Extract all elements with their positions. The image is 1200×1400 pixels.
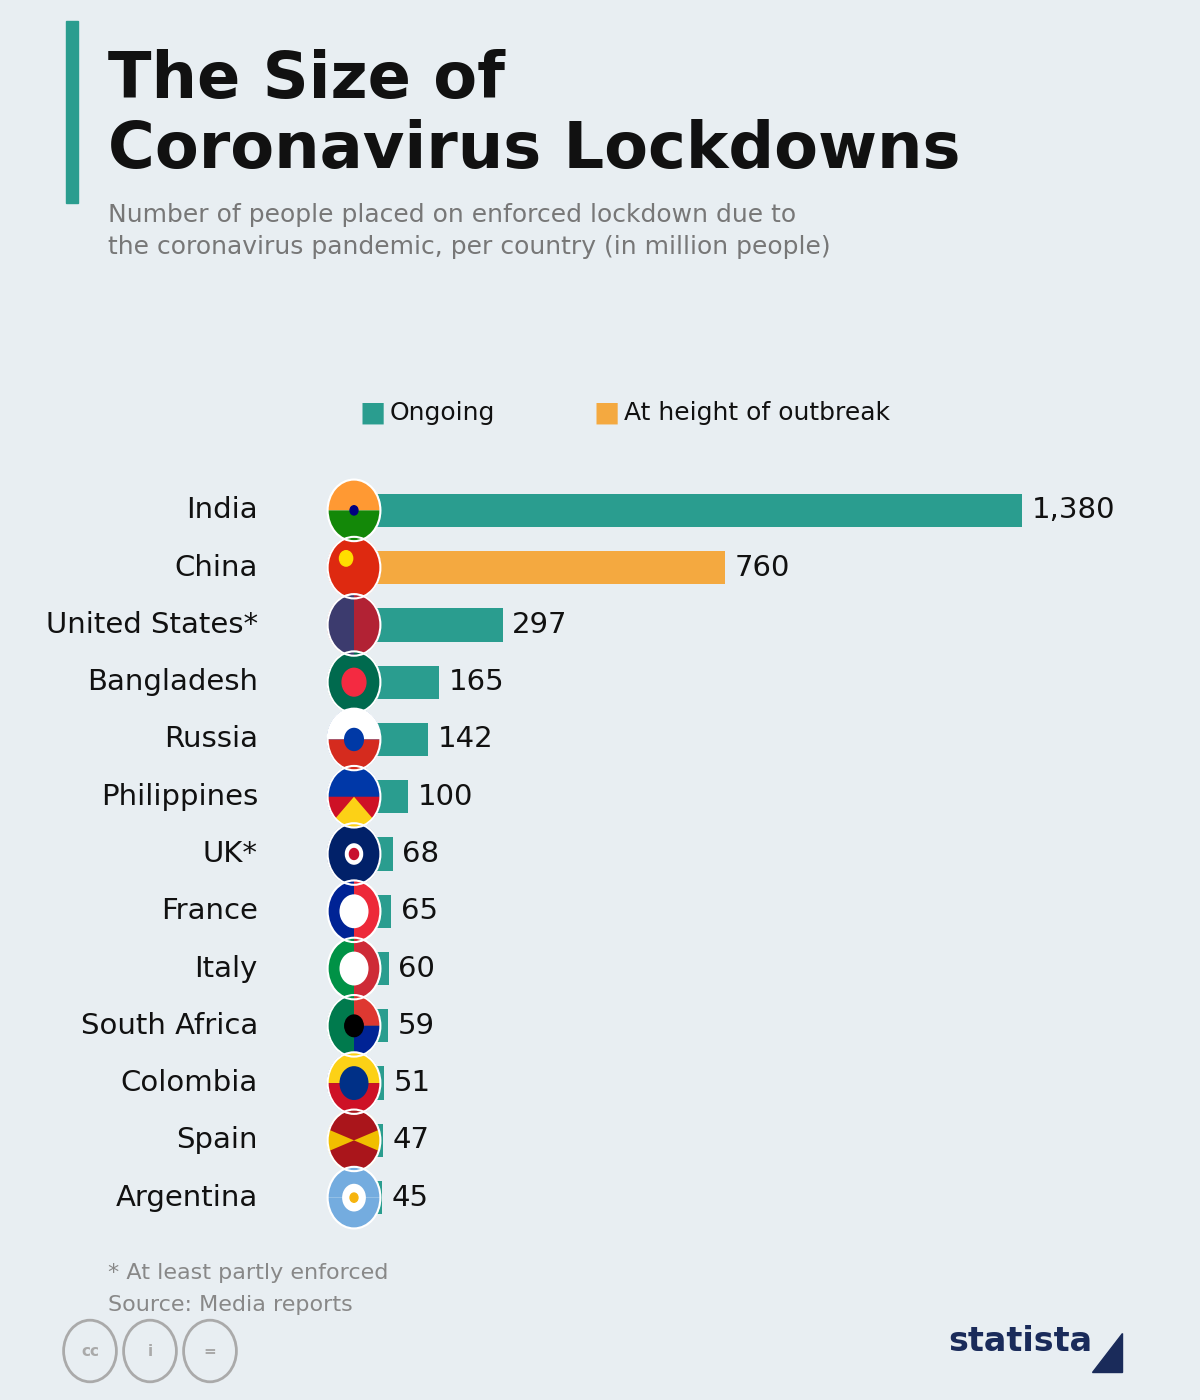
Text: statista: statista (948, 1324, 1092, 1358)
Text: 1,380: 1,380 (1032, 497, 1116, 525)
Text: Source: Media reports: Source: Media reports (108, 1295, 353, 1315)
Text: Ongoing: Ongoing (390, 400, 496, 426)
Bar (360, 952, 389, 986)
Text: France: France (161, 897, 258, 925)
Text: 760: 760 (734, 553, 790, 581)
Text: ■: ■ (594, 399, 620, 427)
Text: i: i (148, 1344, 152, 1358)
Bar (360, 722, 428, 756)
Text: Spain: Spain (176, 1127, 258, 1155)
Text: 47: 47 (392, 1127, 430, 1155)
Bar (360, 665, 439, 699)
Text: Coronavirus Lockdowns: Coronavirus Lockdowns (108, 119, 960, 181)
Bar (360, 494, 1022, 526)
Text: 65: 65 (401, 897, 438, 925)
Bar (360, 1009, 389, 1043)
Text: United States*: United States* (46, 610, 258, 638)
Text: =: = (204, 1344, 216, 1358)
Bar (360, 780, 408, 813)
Bar (360, 1067, 384, 1100)
Text: Bangladesh: Bangladesh (86, 668, 258, 696)
Text: ■: ■ (360, 399, 386, 427)
Text: 165: 165 (449, 668, 504, 696)
Bar (360, 608, 503, 641)
Text: Number of people placed on enforced lockdown due to
the coronavirus pandemic, pe: Number of people placed on enforced lock… (108, 203, 830, 259)
Text: 60: 60 (398, 955, 436, 983)
Text: Argentina: Argentina (115, 1183, 258, 1211)
Text: At height of outbreak: At height of outbreak (624, 400, 890, 426)
Text: Philippines: Philippines (101, 783, 258, 811)
Text: 51: 51 (394, 1070, 431, 1098)
Text: 59: 59 (398, 1012, 434, 1040)
Text: 100: 100 (418, 783, 473, 811)
Bar (360, 552, 725, 584)
Bar (360, 1124, 383, 1156)
Text: 142: 142 (438, 725, 493, 753)
Bar (360, 837, 392, 871)
Text: 297: 297 (512, 610, 568, 638)
Text: 68: 68 (402, 840, 439, 868)
Text: The Size of: The Size of (108, 49, 505, 111)
Bar (360, 1182, 382, 1214)
Text: UK*: UK* (203, 840, 258, 868)
Text: cc: cc (82, 1344, 98, 1358)
Bar (360, 895, 391, 928)
Text: Italy: Italy (194, 955, 258, 983)
Text: * At least partly enforced: * At least partly enforced (108, 1263, 389, 1282)
Text: 45: 45 (391, 1183, 428, 1211)
Text: India: India (186, 497, 258, 525)
Text: Colombia: Colombia (121, 1070, 258, 1098)
Text: South Africa: South Africa (80, 1012, 258, 1040)
Text: China: China (175, 553, 258, 581)
Text: Russia: Russia (164, 725, 258, 753)
